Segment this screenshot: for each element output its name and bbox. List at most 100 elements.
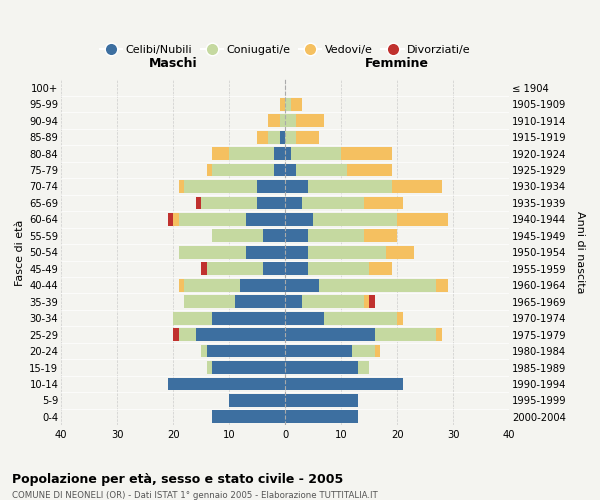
Bar	[285, 328, 375, 341]
Bar	[268, 114, 280, 127]
Bar	[241, 279, 285, 291]
Y-axis label: Fasce di età: Fasce di età	[15, 219, 25, 286]
Bar	[302, 296, 364, 308]
Bar	[173, 328, 179, 341]
Bar	[212, 312, 285, 324]
Bar	[207, 262, 263, 275]
Bar	[196, 328, 285, 341]
Bar	[229, 394, 285, 407]
Bar	[285, 296, 302, 308]
Bar	[369, 296, 375, 308]
Bar	[268, 130, 280, 143]
Bar	[184, 279, 241, 291]
Bar	[308, 180, 392, 193]
Bar	[179, 213, 246, 226]
Bar	[386, 246, 414, 258]
Bar	[201, 196, 257, 209]
Bar	[352, 344, 375, 358]
Bar	[291, 98, 302, 110]
Bar	[397, 312, 403, 324]
Bar	[397, 213, 448, 226]
Text: Femmine: Femmine	[365, 56, 429, 70]
Bar	[358, 361, 369, 374]
Bar	[207, 164, 212, 176]
Bar	[212, 164, 274, 176]
Bar	[341, 147, 392, 160]
Bar	[325, 312, 397, 324]
Bar	[285, 344, 352, 358]
Bar	[212, 230, 263, 242]
Text: COMUNE DI NEONELI (OR) - Dati ISTAT 1° gennaio 2005 - Elaborazione TUTTITALIA.IT: COMUNE DI NEONELI (OR) - Dati ISTAT 1° g…	[12, 491, 378, 500]
Bar	[285, 180, 308, 193]
Bar	[285, 279, 319, 291]
Bar	[167, 378, 285, 390]
Text: Maschi: Maschi	[149, 56, 197, 70]
Bar	[280, 98, 285, 110]
Bar	[364, 296, 369, 308]
Legend: Celibi/Nubili, Coniugati/e, Vedovi/e, Divorziati/e: Celibi/Nubili, Coniugati/e, Vedovi/e, Di…	[95, 40, 475, 59]
Bar	[319, 279, 436, 291]
Bar	[375, 344, 380, 358]
Bar	[285, 394, 358, 407]
Bar	[179, 180, 184, 193]
Bar	[229, 147, 274, 160]
Bar	[285, 230, 308, 242]
Bar	[184, 296, 235, 308]
Bar	[375, 328, 436, 341]
Text: Popolazione per età, sesso e stato civile - 2005: Popolazione per età, sesso e stato civil…	[12, 472, 343, 486]
Bar	[308, 262, 369, 275]
Bar	[212, 410, 285, 424]
Bar	[235, 296, 285, 308]
Bar	[184, 180, 257, 193]
Bar	[285, 114, 296, 127]
Bar	[369, 262, 392, 275]
Bar	[285, 246, 308, 258]
Bar	[285, 196, 302, 209]
Bar	[263, 230, 285, 242]
Bar	[285, 130, 296, 143]
Bar	[308, 230, 364, 242]
Bar	[392, 180, 442, 193]
Bar	[285, 312, 325, 324]
Bar	[257, 130, 268, 143]
Bar	[207, 361, 212, 374]
Bar	[212, 147, 229, 160]
Bar	[285, 410, 358, 424]
Bar	[313, 213, 397, 226]
Bar	[280, 114, 285, 127]
Y-axis label: Anni di nascita: Anni di nascita	[575, 211, 585, 294]
Bar	[296, 130, 319, 143]
Bar	[291, 147, 341, 160]
Bar	[296, 114, 325, 127]
Bar	[173, 312, 212, 324]
Bar	[436, 328, 442, 341]
Bar	[364, 230, 397, 242]
Bar	[274, 164, 285, 176]
Bar	[308, 246, 386, 258]
Bar	[257, 180, 285, 193]
Bar	[167, 213, 173, 226]
Bar	[207, 344, 285, 358]
Bar	[196, 196, 201, 209]
Bar	[285, 262, 308, 275]
Bar	[285, 147, 291, 160]
Bar	[257, 196, 285, 209]
Bar	[263, 262, 285, 275]
Bar	[285, 98, 291, 110]
Bar	[285, 378, 403, 390]
Bar	[285, 361, 358, 374]
Bar	[285, 213, 313, 226]
Bar	[436, 279, 448, 291]
Bar	[179, 279, 184, 291]
Bar	[212, 361, 285, 374]
Bar	[201, 344, 207, 358]
Bar	[179, 328, 196, 341]
Bar	[296, 164, 347, 176]
Bar	[173, 213, 179, 226]
Bar	[274, 147, 285, 160]
Bar	[201, 262, 207, 275]
Bar	[179, 246, 246, 258]
Bar	[246, 213, 285, 226]
Bar	[246, 246, 285, 258]
Bar	[280, 130, 285, 143]
